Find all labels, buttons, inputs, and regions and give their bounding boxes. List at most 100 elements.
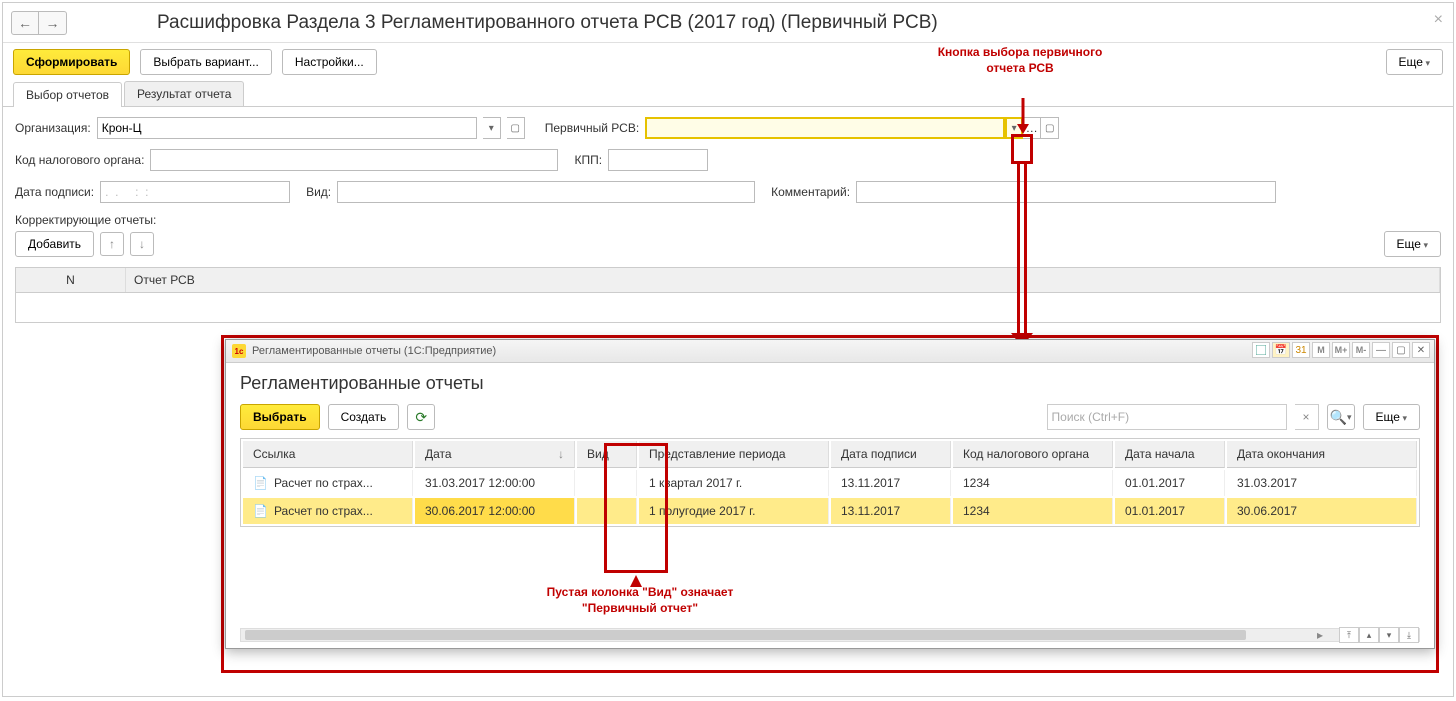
cell-link: Расчет по страх... (274, 504, 373, 518)
more-button[interactable]: Еще (1386, 49, 1443, 75)
col-tax-code[interactable]: Код налогового органа (953, 441, 1113, 468)
col-end[interactable]: Дата окончания (1227, 441, 1417, 468)
cell-date: 30.06.2017 12:00:00 (415, 498, 575, 524)
main-window: ← → Расшифровка Раздела 3 Регламентирова… (2, 2, 1454, 697)
scroll-up-icon[interactable]: ▴ (1359, 627, 1379, 643)
cell-sign-date: 13.11.2017 (831, 470, 951, 496)
dialog-toolbar: Выбрать Создать ⟳ Поиск (Ctrl+F) × 🔍 Еще (240, 404, 1420, 430)
dialog-reports: 1c Регламентированные отчеты (1С:Предпри… (225, 339, 1435, 649)
cell-start: 01.01.2017 (1115, 498, 1225, 524)
dialog-search-input[interactable]: Поиск (Ctrl+F) (1047, 404, 1287, 430)
variant-button[interactable]: Выбрать вариант... (140, 49, 271, 75)
dialog-table: Ссылка Дата↓ Вид Представление периода Д… (240, 438, 1420, 527)
annotation-top: Кнопка выбора первичного отчета РСВ (935, 45, 1105, 76)
tab-result[interactable]: Результат отчета (124, 81, 244, 106)
comment-label: Комментарий: (771, 185, 850, 199)
app-1c-icon: 1c (232, 344, 246, 358)
col-sign-date[interactable]: Дата подписи (831, 441, 951, 468)
kind-input[interactable] (337, 181, 755, 203)
annotation-highlight-box (1011, 134, 1033, 164)
cell-link: Расчет по страх... (274, 476, 373, 490)
col-start[interactable]: Дата начала (1115, 441, 1225, 468)
dialog-select-button[interactable]: Выбрать (240, 404, 320, 430)
kpp-input[interactable] (608, 149, 708, 171)
move-up-button[interactable]: ↑ (100, 232, 124, 256)
winbtn-minimize[interactable]: — (1372, 342, 1390, 358)
sign-date-input[interactable] (100, 181, 290, 203)
dialog-title: Регламентированные отчеты (1С:Предприяти… (252, 345, 496, 357)
scroll-first-icon[interactable]: ⤒ (1339, 627, 1359, 643)
scroll-last-icon[interactable]: ⤓ (1399, 627, 1419, 643)
move-down-button[interactable]: ↓ (130, 232, 154, 256)
cell-sign-date: 13.11.2017 (831, 498, 951, 524)
nav-forward-button[interactable]: → (39, 11, 67, 35)
col-link[interactable]: Ссылка (243, 441, 413, 468)
scroll-down-icon[interactable]: ▾ (1379, 627, 1399, 643)
col-n: N (16, 268, 126, 292)
generate-button[interactable]: Сформировать (13, 49, 130, 75)
form-area: Организация: ▾ ▢ Первичный РСВ: ▾ … ▢ Ко… (3, 107, 1453, 333)
org-open-icon[interactable]: ▢ (507, 117, 525, 139)
corr-reports-label: Корректирующие отчеты: (15, 213, 156, 227)
winbtn-close[interactable]: ✕ (1412, 342, 1430, 358)
report-icon: 📄 (253, 504, 268, 518)
dialog-scrollbar[interactable]: ▸ ⤒ ▴ ▾ ⤓ (240, 628, 1420, 642)
dialog-table-header: Ссылка Дата↓ Вид Представление периода Д… (243, 441, 1417, 468)
kpp-label: КПП: (574, 153, 602, 167)
winbtn-mminus[interactable]: M- (1352, 342, 1370, 358)
dialog-window-buttons: 📅 31 M M+ M- — ▢ ✕ (1252, 342, 1430, 358)
primary-label: Первичный РСВ: (545, 121, 639, 135)
winbtn-calendar2-icon[interactable]: 31 (1292, 342, 1310, 358)
tax-code-label: Код налогового органа: (15, 153, 144, 167)
report-icon: 📄 (253, 476, 268, 490)
tax-code-input[interactable] (150, 149, 558, 171)
top-nav: ← → Расшифровка Раздела 3 Регламентирова… (3, 3, 1453, 43)
cell-start: 01.01.2017 (1115, 470, 1225, 496)
corr-more-button[interactable]: Еще (1384, 231, 1441, 257)
annotation-kind-col-box (604, 443, 668, 573)
winbtn-maximize[interactable]: ▢ (1392, 342, 1410, 358)
add-button[interactable]: Добавить (15, 231, 94, 257)
cell-tax-code: 1234 (953, 470, 1113, 496)
dialog-titlebar: 1c Регламентированные отчеты (1С:Предпри… (226, 340, 1434, 363)
table-row[interactable]: 📄Расчет по страх... 30.06.2017 12:00:00 … (243, 498, 1417, 524)
grid-body (15, 293, 1441, 323)
org-label: Организация: (15, 121, 91, 135)
col-report: Отчет РСВ (126, 268, 1440, 292)
grid-header: N Отчет РСВ (15, 267, 1441, 293)
annotation-bottom: Пустая колонка "Вид" означает "Первичный… (535, 585, 745, 616)
winbtn-mplus[interactable]: M+ (1332, 342, 1350, 358)
tabs: Выбор отчетов Результат отчета (3, 81, 1453, 107)
dialog-more-button[interactable]: Еще (1363, 404, 1420, 430)
page-title: Расшифровка Раздела 3 Регламентированног… (157, 12, 938, 34)
winbtn-m[interactable]: M (1312, 342, 1330, 358)
org-dropdown-icon[interactable]: ▾ (483, 117, 501, 139)
annotation-connector-line (1017, 164, 1027, 340)
winbtn-calendar-icon[interactable]: 📅 (1272, 342, 1290, 358)
settings-button[interactable]: Настройки... (282, 49, 377, 75)
nav-back-button[interactable]: ← (11, 11, 39, 35)
primary-input[interactable] (645, 117, 1005, 139)
cell-date: 31.03.2017 12:00:00 (415, 470, 575, 496)
refresh-icon[interactable]: ⟳ (407, 404, 435, 430)
kind-label: Вид: (306, 185, 331, 199)
close-icon[interactable]: × (1434, 11, 1443, 29)
dialog-body: Регламентированные отчеты Выбрать Создат… (226, 363, 1434, 537)
sign-date-label: Дата подписи: (15, 185, 94, 199)
tab-select-reports[interactable]: Выбор отчетов (13, 82, 122, 107)
dialog-heading: Регламентированные отчеты (240, 373, 1420, 394)
cell-end: 30.06.2017 (1227, 498, 1417, 524)
org-input[interactable] (97, 117, 477, 139)
primary-open-icon[interactable]: ▢ (1041, 117, 1059, 139)
table-row[interactable]: 📄Расчет по страх... 31.03.2017 12:00:00 … (243, 470, 1417, 496)
annotation-arrow-top (1015, 98, 1031, 136)
comment-input[interactable] (856, 181, 1276, 203)
search-options-icon[interactable]: 🔍 (1327, 404, 1355, 430)
winbtn-grid-icon[interactable] (1252, 342, 1270, 358)
col-date[interactable]: Дата↓ (415, 441, 575, 468)
cell-tax-code: 1234 (953, 498, 1113, 524)
search-clear-icon[interactable]: × (1295, 404, 1319, 430)
main-toolbar: Сформировать Выбрать вариант... Настройк… (3, 43, 1453, 81)
cell-end: 31.03.2017 (1227, 470, 1417, 496)
dialog-create-button[interactable]: Создать (328, 404, 400, 430)
